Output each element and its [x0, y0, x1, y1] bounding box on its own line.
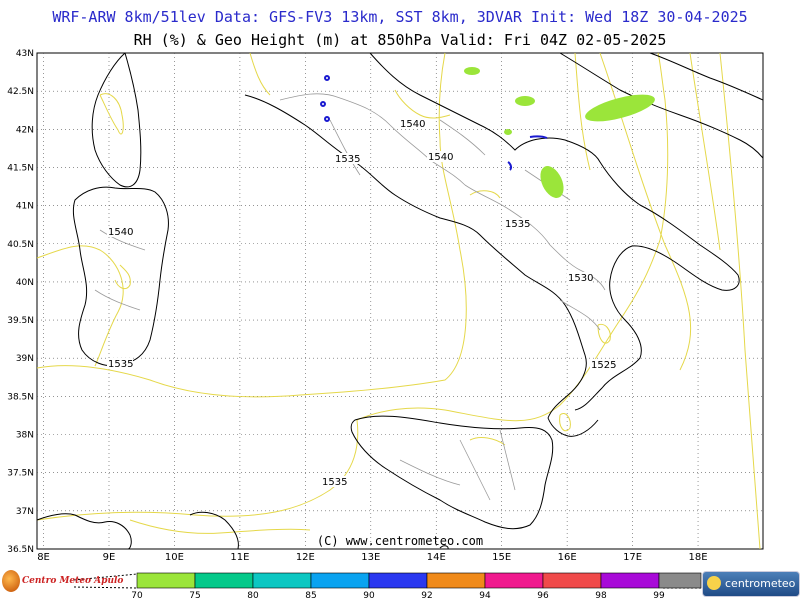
lat-tick-label: 37N [16, 507, 34, 517]
lon-tick-label: 11E [230, 552, 249, 563]
centro-meteo-apulo-logo: Centro Meteo Apulo [2, 568, 123, 596]
lon-tick-label: 16E [558, 552, 577, 563]
contour-label: 1535 [108, 359, 133, 370]
legend-tick-label: 92 [421, 591, 432, 600]
contour-label-bg [334, 153, 360, 164]
contour-labels: 1540 1535 1540 1540 1535 1530 1525 1535 1535 [107, 118, 616, 488]
legend-connector-left [73, 573, 138, 589]
legend-swatch [484, 572, 544, 589]
contour-label: 1525 [591, 360, 616, 371]
legend-swatch [368, 572, 428, 589]
sun-icon [707, 576, 721, 590]
lat-tick-label: 42N [16, 125, 34, 135]
legend-swatch [136, 572, 196, 589]
centrometeo-logo: centrometeo [702, 571, 800, 597]
lon-tick-label: 8E [37, 552, 50, 563]
lat-tick-label: 41N [16, 202, 34, 212]
lon-tick-label: 9E [103, 552, 116, 563]
legend-swatch [542, 572, 602, 589]
contour-label: 1535 [505, 219, 530, 230]
high-rh-spots [320, 75, 548, 171]
rh-fill-areas [464, 67, 655, 198]
globe-icon [2, 570, 20, 592]
lon-tick-label: 15E [492, 552, 511, 563]
legend-tick-label: 80 [247, 591, 259, 600]
legend-swatch [426, 572, 486, 589]
lon-tick-label: 12E [296, 552, 315, 563]
lon-tick-label: 17E [623, 552, 642, 563]
geo-height-contours [36, 52, 761, 550]
logo-right-text: centrometeo [725, 577, 796, 590]
axis-labels: 43N 42.5N 42N 41.5N 41N 40.5N 40N 39.5N 39N 38.5N… [7, 49, 707, 563]
regional-borders [94, 93, 606, 501]
map-title-line2: RH (%) & Geo Height (m) at 850hPa Valid:… [133, 31, 667, 49]
legend-tick-label: 75 [189, 591, 200, 600]
lon-tick-label: 13E [361, 552, 380, 563]
legend-tick-label: 70 [131, 591, 143, 600]
contour-label-bg [107, 358, 133, 369]
map-title-line1: WRF-ARW 8km/51lev Data: GFS-FV3 13km, SS… [52, 8, 748, 26]
legend-swatch [252, 572, 312, 589]
contour-label: 1540 [400, 119, 425, 130]
legend-swatch [600, 572, 660, 589]
copyright-text: (C) www.centrometeo.com [317, 534, 483, 548]
lat-tick-label: 36.5N [7, 545, 34, 555]
legend-tick-label: 85 [305, 591, 316, 600]
lon-tick-label: 10E [165, 552, 184, 563]
logo-left-text: Centro Meteo Apulo [22, 576, 124, 586]
contour-label: 1535 [335, 154, 360, 165]
legend-tick-label: 90 [363, 591, 375, 600]
contour-label: 1535 [322, 477, 347, 488]
legend-tick-label: 99 [653, 591, 665, 600]
legend-tick-label: 94 [479, 591, 491, 600]
map-frame [36, 52, 764, 550]
legend-swatch [310, 572, 370, 589]
lon-tick-label: 18E [689, 552, 708, 563]
legend-swatch [658, 572, 702, 589]
lat-tick-label: 41.5N [7, 163, 34, 173]
lon-tick-label: 14E [427, 552, 446, 563]
lat-tick-label: 37.5N [7, 469, 34, 479]
contour-label-bg [567, 272, 593, 283]
rh-legend: 70 75 80 85 90 92 94 96 98 99 [73, 572, 703, 600]
lat-tick-label: 38N [16, 431, 34, 441]
legend-tick-label: 96 [537, 591, 549, 600]
contour-label-bg [321, 476, 347, 487]
legend-swatch [194, 572, 254, 589]
contour-label-bg [399, 118, 425, 129]
lat-tick-label: 39N [16, 354, 34, 364]
lat-tick-label: 39.5N [7, 316, 34, 326]
contour-label-bg [427, 151, 453, 162]
lat-tick-label: 40N [16, 278, 34, 288]
contour-label-bg [107, 226, 133, 237]
coastlines [36, 52, 764, 550]
lat-tick-label: 42.5N [7, 87, 34, 97]
contour-label: 1540 [108, 227, 133, 238]
contour-label-bg [590, 359, 616, 370]
lat-tick-label: 40.5N [7, 240, 34, 250]
contour-label-bg [504, 218, 530, 229]
contour-label: 1540 [428, 152, 453, 163]
lat-tick-label: 43N [16, 49, 34, 59]
legend-tick-label: 98 [595, 591, 607, 600]
lat-tick-label: 38.5N [7, 392, 34, 402]
contour-label: 1530 [568, 273, 593, 284]
